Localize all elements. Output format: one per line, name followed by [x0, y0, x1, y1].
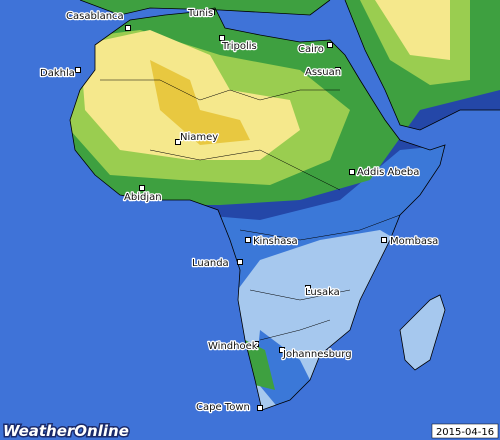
brand: WeatherOnline [3, 422, 129, 440]
city-marker [209, 9, 215, 15]
city-label: Cairo [298, 44, 324, 55]
date-box [431, 423, 499, 439]
borders [100, 79, 401, 341]
city-marker [253, 341, 259, 347]
city-marker [237, 259, 243, 265]
city-marker [125, 25, 131, 31]
city-label: Abidjan [124, 192, 162, 203]
coastline [399, 294, 446, 371]
city-label: Johannesburg [282, 349, 352, 360]
city-marker [175, 139, 181, 145]
city-label: Luanda [192, 258, 229, 269]
city-label: Windhoek [208, 341, 258, 352]
city-marker [257, 405, 263, 411]
date: 2015-04-16 [436, 427, 494, 438]
city-marker [75, 67, 81, 73]
city-label: Assuan [305, 67, 341, 78]
city-label: Niamey [180, 132, 218, 143]
city-label: Kinshasa [253, 236, 298, 247]
coastline [344, 0, 500, 131]
city-marker [349, 169, 355, 175]
city-marker [305, 285, 311, 291]
city-label: Lusaka [305, 287, 340, 298]
city-marker [327, 42, 333, 48]
city-label: Tripolis [221, 41, 257, 52]
city-marker [279, 347, 285, 353]
city-marker [219, 35, 225, 41]
city-label: Dakhla [40, 68, 75, 79]
logo-bg [0, 420, 122, 440]
city-label: Mombasa [390, 236, 438, 247]
city-label: Cape Town [196, 402, 250, 413]
city-label: Tunis [187, 8, 213, 19]
city-marker [335, 67, 341, 73]
city-marker [381, 237, 387, 243]
city-marker [245, 237, 251, 243]
city-marker [139, 185, 145, 191]
coastline [79, 0, 331, 16]
cities: Casablanca Tunis Tripolis Cairo Dakhla Assuan… [39, 7, 440, 415]
city-label: Casablanca [66, 11, 124, 22]
city-label: Addis Abeba [357, 167, 419, 178]
